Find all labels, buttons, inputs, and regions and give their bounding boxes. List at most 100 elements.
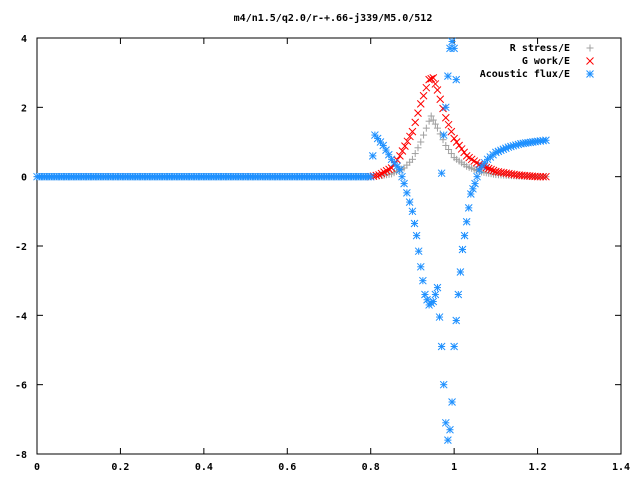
- data-point: [484, 164, 493, 173]
- legend-label: G work/E: [522, 56, 570, 67]
- data-point: [458, 245, 467, 254]
- data-point: [382, 166, 391, 175]
- x-tick-label: 0.2: [111, 462, 129, 473]
- data-point: [455, 141, 464, 150]
- data-point: [429, 297, 438, 306]
- data-point: [411, 118, 420, 127]
- data-point: [444, 72, 452, 80]
- data-point: [431, 120, 439, 128]
- data-point: [536, 172, 545, 181]
- data-point: [462, 217, 471, 226]
- legend-marker: [586, 44, 594, 52]
- data-point: [450, 342, 458, 351]
- data-point: [447, 150, 455, 158]
- legend-marker: [586, 70, 594, 78]
- data-point: [489, 166, 498, 175]
- data-point: [412, 231, 421, 240]
- data-point: [433, 283, 442, 292]
- data-point: [533, 172, 542, 181]
- series-1: [366, 74, 550, 181]
- legend-marker: [586, 57, 594, 65]
- data-point: [542, 136, 550, 145]
- data-marks: [33, 37, 550, 444]
- data-point: [542, 172, 550, 181]
- series-2: [33, 37, 550, 444]
- data-point: [425, 117, 433, 125]
- data-point: [410, 219, 419, 228]
- data-point: [457, 145, 466, 153]
- data-point: [396, 152, 404, 160]
- data-point: [400, 179, 408, 188]
- data-point: [380, 168, 388, 177]
- legend-label: Acoustic flux/E: [480, 68, 570, 80]
- data-point: [435, 313, 444, 321]
- data-point: [464, 204, 473, 212]
- x-tick-label: 1.2: [529, 462, 547, 473]
- data-point: [441, 103, 450, 112]
- data-point: [398, 147, 407, 155]
- plot-frame: [36, 37, 622, 455]
- data-point: [452, 316, 461, 325]
- data-point: [439, 380, 448, 389]
- data-point: [473, 172, 481, 181]
- y-tick-label: 4: [21, 34, 27, 45]
- data-point: [417, 138, 425, 146]
- data-point: [444, 436, 452, 444]
- data-point: [487, 165, 495, 174]
- data-point: [416, 262, 425, 271]
- data-point: [433, 86, 442, 94]
- data-point: [422, 83, 431, 92]
- data-point: [436, 95, 445, 104]
- y-tick-label: -6: [15, 381, 27, 392]
- data-point: [450, 44, 458, 53]
- data-point: [414, 109, 422, 117]
- data-point: [411, 150, 419, 158]
- data-point: [416, 100, 425, 108]
- data-point: [403, 188, 411, 197]
- data-point: [406, 132, 414, 141]
- data-point: [454, 290, 463, 299]
- data-point: [429, 74, 438, 82]
- data-point: [448, 398, 456, 406]
- data-point: [450, 134, 458, 143]
- x-tick-label: 1.4: [612, 462, 630, 473]
- data-point: [471, 179, 479, 188]
- data-point: [414, 247, 423, 256]
- data-point: [445, 146, 453, 154]
- data-point: [408, 127, 417, 136]
- data-point: [482, 163, 491, 172]
- data-point: [431, 290, 440, 299]
- data-point: [425, 75, 433, 84]
- x-tick-label: 1: [451, 462, 457, 473]
- series-0: [33, 112, 550, 181]
- data-point: [377, 169, 386, 178]
- data-point: [444, 120, 453, 129]
- data-point: [419, 91, 428, 100]
- data-point: [452, 138, 461, 146]
- data-point: [447, 127, 456, 136]
- data-point: [437, 342, 446, 351]
- y-tick-label: -2: [15, 242, 27, 253]
- data-point: [439, 136, 447, 144]
- x-tick-label: 0.4: [195, 462, 213, 473]
- data-point: [448, 37, 456, 46]
- legend-label: R stress/E: [510, 43, 570, 54]
- y-tick-label: -8: [15, 450, 27, 461]
- chart-title: m4/n1.5/q2.0/r-+.66-j339/M5.0/512: [234, 12, 433, 24]
- data-point: [539, 172, 547, 181]
- data-point: [398, 172, 406, 181]
- data-point: [427, 74, 436, 83]
- data-point: [396, 165, 404, 174]
- data-point: [419, 276, 427, 285]
- data-point: [375, 171, 383, 179]
- x-tick-label: 0: [34, 462, 40, 473]
- axis-ticks: 0 0.2 0.4 0.6 0.8 1 1.2 1.4 4 2 0 -2 -4 -6 -8: [15, 34, 630, 473]
- x-tick-label: 0.6: [278, 462, 296, 473]
- data-point: [408, 207, 417, 216]
- y-tick-label: 2: [21, 103, 27, 114]
- data-point: [437, 169, 446, 178]
- data-point: [433, 124, 441, 132]
- data-point: [366, 172, 375, 181]
